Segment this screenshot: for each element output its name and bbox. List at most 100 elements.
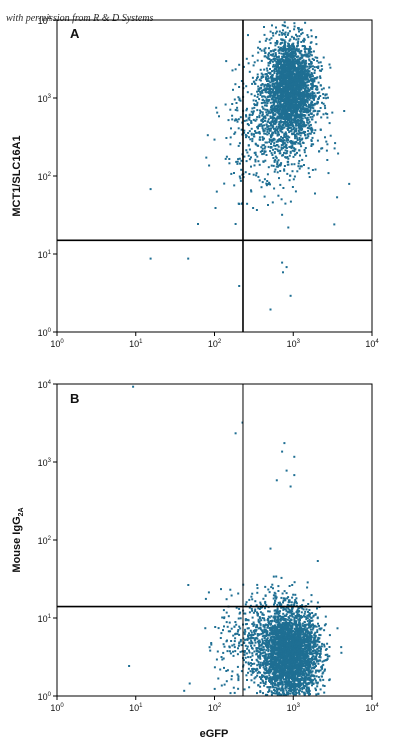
panel-b-event-dot (261, 676, 264, 678)
panel-a-event-dot (261, 127, 264, 130)
panel-a-event-dot (298, 167, 301, 170)
panel-a-event-dot (260, 123, 263, 126)
panel-a-event-dot (280, 49, 283, 52)
panel-a-event-dot (294, 65, 296, 68)
panel-a-event-dot (307, 106, 310, 109)
panel-a-event-dot (307, 87, 310, 90)
panel-a-event-dot (299, 98, 302, 101)
panel-a-event-dot (294, 80, 297, 83)
panel-a-event-dot (282, 95, 285, 98)
panel-a-event-dot (251, 54, 254, 57)
panel-a-event-dot (307, 118, 310, 121)
panel-a-event-dot (304, 78, 307, 81)
panel-a-event-dot (245, 115, 248, 118)
panel-a-event-dot (269, 150, 272, 153)
panel-a-event-dot (276, 148, 279, 151)
panel-a-event-dot (237, 144, 240, 147)
panel-a-event-dot (234, 118, 237, 121)
panel-a-event-dot (279, 114, 282, 117)
panel-a-event-dot (257, 175, 260, 178)
panel-a-event-dot (310, 29, 313, 32)
panel-a-event-dot (281, 48, 284, 51)
panel-a-event-dot (236, 109, 239, 112)
panel-a-event-dot (322, 102, 325, 105)
panel-b-event-dot (280, 617, 282, 620)
panel-b-event-dot (270, 691, 273, 694)
panel-a-event-dot (236, 162, 239, 165)
panel-a-event-dot (282, 80, 285, 82)
panel-a-event-dot (265, 111, 268, 114)
panel-a-event-dot (248, 70, 251, 73)
panel-a-event-dot (251, 112, 254, 115)
panel-a-event-dot (313, 78, 316, 81)
panel-a-event-dot (288, 39, 291, 42)
panel-a-event-dot (290, 90, 293, 93)
panel-a-event-dot (281, 109, 284, 112)
panel-a-event-dot (277, 89, 280, 92)
panel-a-event-dot (264, 127, 267, 130)
panel-a-event-dot (289, 151, 292, 154)
panel-a-event-dot (289, 46, 292, 49)
panel-a-event-dot (285, 86, 288, 89)
panel-b-event-dot (267, 650, 270, 653)
panel-a-event-dot (306, 96, 309, 99)
panel-a-event-dot (321, 147, 324, 150)
panel-b-event-dot (303, 668, 306, 671)
panel-a-event-dot (271, 85, 274, 88)
panel-b-event-dot (263, 637, 266, 639)
panel-a-event-dot (306, 94, 309, 97)
panel-a-event-dot (275, 56, 278, 58)
panel-a-event-dot (293, 117, 296, 120)
panel-a-event-dot (280, 140, 282, 142)
panel-a-event-dot (269, 42, 272, 45)
panel-a-event-dot (300, 70, 303, 73)
panel-a-event-dot (275, 69, 278, 72)
panel-a-event-dot (277, 61, 280, 64)
panel-a-event-dot (296, 139, 299, 141)
panel-a-event-dot (252, 64, 255, 67)
panel-b-event-dot (313, 677, 316, 680)
panel-a-event-dot (282, 78, 284, 81)
panel-b-event-dot (290, 613, 293, 616)
panel-a-event-dot (294, 73, 297, 76)
panel-a-event-dot (306, 89, 309, 92)
panel-a-event-dot (283, 63, 286, 65)
panel-a-event-dot (263, 132, 266, 135)
panel-a-event-dot (239, 116, 242, 119)
panel-a-event-dot (263, 26, 265, 28)
panel-a-event-dot (270, 142, 272, 145)
panel-a-event-dot (288, 62, 291, 65)
panel-a-event-dot (306, 54, 309, 57)
panel-a-event-dot (245, 85, 248, 88)
panel-a-event-dot (322, 93, 325, 96)
panel-a-event-dot (279, 183, 282, 186)
panel-a-event-dot (287, 87, 290, 90)
panel-a-event-dot (287, 80, 290, 83)
panel-a-event-dot (292, 111, 295, 114)
panel-a-event-dot (301, 67, 304, 70)
panel-a-event-dot (308, 176, 311, 178)
panel-a-x-tick-label: 103 (287, 339, 301, 349)
panel-b-event-dot (302, 691, 305, 694)
panel-a-event-dot (269, 81, 272, 84)
panel-a-event-dot (273, 109, 276, 112)
panel-a-event-dot (267, 91, 270, 94)
panel-b-event-dot (310, 625, 313, 628)
panel-a-event-dot (257, 144, 260, 147)
panel-a-event-dot (293, 126, 296, 129)
panel-a-event-dot (271, 131, 274, 134)
panel-a-event-dot (281, 33, 284, 36)
panel-a-event-dot (300, 145, 303, 148)
panel-a-event-dot (275, 165, 278, 168)
panel-a-event-dot (286, 55, 289, 58)
panel-a-event-dot (295, 99, 298, 101)
panel-a-event-dot (314, 129, 317, 132)
panel-a-event-dot (264, 145, 267, 148)
panel-a-event-dot (283, 108, 286, 111)
panel-a-event-dot (295, 83, 298, 86)
panel-a-event-dot (218, 115, 220, 118)
panel-a-event-dot (300, 100, 303, 103)
panel-a-event-dot (285, 147, 288, 150)
panel-a-event-dot (260, 186, 263, 189)
panel-a-event-dot (304, 87, 307, 90)
